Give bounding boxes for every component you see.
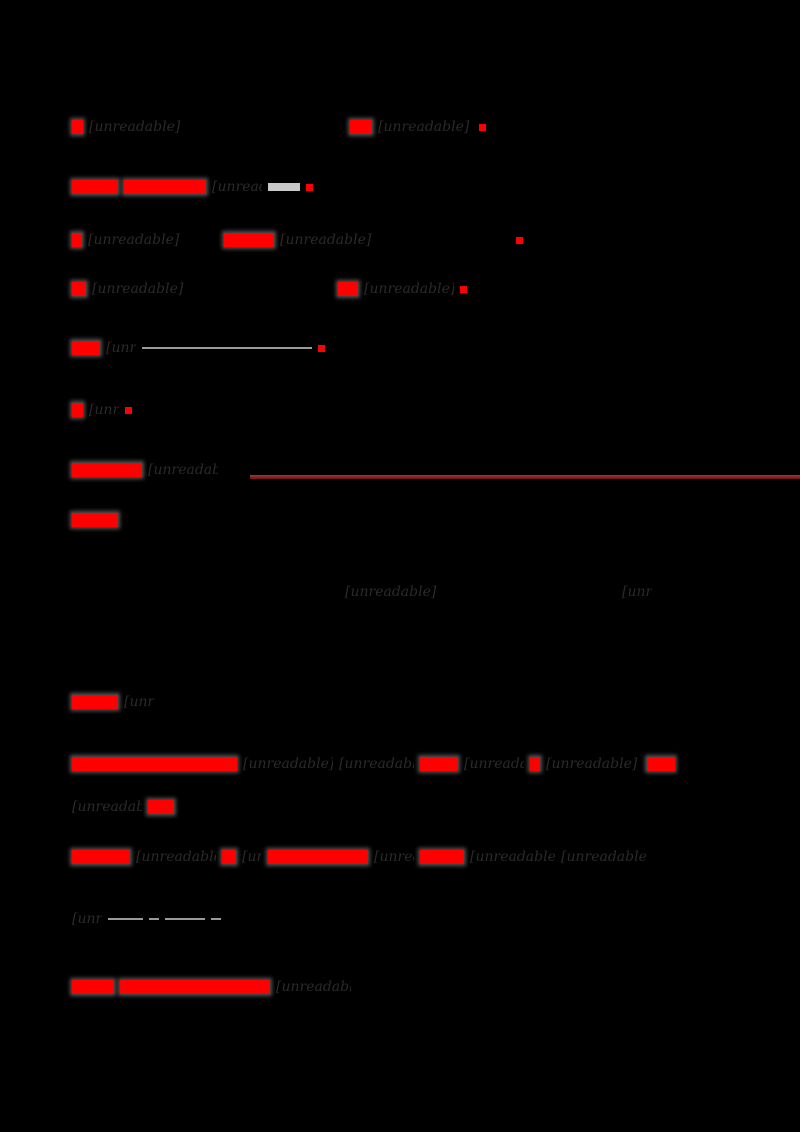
period-mark bbox=[318, 344, 325, 352]
formula: [unreadable] bbox=[92, 281, 184, 297]
line-11: [unreadable] [unreadable] [unreadable] [… bbox=[72, 752, 675, 776]
line-14: [unreadable] bbox=[72, 907, 221, 931]
highlight-label: [unreadable] bbox=[72, 120, 83, 134]
formula: [unreadable] bbox=[276, 979, 351, 995]
highlight-label: [unreadable] bbox=[72, 463, 142, 477]
fraction-bar bbox=[211, 918, 221, 920]
line-5: [unreadable] [unreadable] bbox=[72, 336, 325, 360]
formula: [unreadable] bbox=[72, 911, 102, 927]
highlight-label: [unreadable] bbox=[72, 403, 83, 417]
highlight-label: [unreadable] bbox=[72, 180, 118, 194]
formula-fragment bbox=[268, 183, 300, 191]
formula: [unreadable] bbox=[464, 756, 524, 772]
highlight-label: [unreadable] bbox=[72, 233, 82, 247]
line-13: [unreadable] [unreadable] [unreadable] [… bbox=[72, 845, 646, 869]
line-4: [unreadable] [unreadable] [unreadable] [… bbox=[72, 277, 467, 301]
formula: [unreadable] bbox=[88, 232, 180, 248]
formula: [unreadable] bbox=[72, 799, 142, 815]
display-formula: [unreadable] bbox=[622, 584, 652, 600]
formula: [unreadable] bbox=[364, 281, 454, 297]
highlight-label: [unreadable] bbox=[72, 513, 118, 527]
formula: [unreadable] bbox=[339, 756, 414, 772]
line-1: [unreadable] [unreadable] [unreadable] [… bbox=[72, 115, 486, 139]
fraction-bar bbox=[142, 347, 312, 349]
highlight-label: [unreadable] bbox=[124, 180, 206, 194]
formula: [unreadable] bbox=[242, 849, 262, 865]
highlight-label: [unreadable] bbox=[530, 757, 540, 771]
highlight-label: [unreadable] bbox=[72, 341, 100, 355]
highlight-label: [unreadable] bbox=[224, 233, 274, 247]
highlight-label: [unreadable] bbox=[120, 980, 270, 994]
line-10: [unreadable] [unreadable] bbox=[72, 690, 154, 714]
highlight-label: [unreadable] bbox=[222, 850, 236, 864]
highlight-label: [unreadable] bbox=[420, 757, 458, 771]
highlight-label: [unreadable] bbox=[647, 757, 675, 771]
highlight-label: [unreadable] bbox=[72, 757, 237, 771]
highlight-label: [unreadable] bbox=[420, 850, 464, 864]
fraction-bar bbox=[149, 918, 159, 920]
display-formula: [unreadable] bbox=[345, 584, 437, 600]
highlight-label: [unreadable] bbox=[72, 695, 118, 709]
formula: [unreadable] bbox=[378, 119, 470, 135]
line-8: [unreadable] bbox=[72, 508, 118, 532]
fraction-bar bbox=[108, 918, 143, 920]
highlight-label: [unreadable] bbox=[72, 282, 86, 296]
formula: [unreadable] bbox=[470, 849, 555, 865]
highlight-label: [unreadable] bbox=[72, 980, 114, 994]
fraction-bar bbox=[165, 918, 205, 920]
answer-blank-underline bbox=[250, 475, 800, 479]
highlight-label: [unreadable] bbox=[72, 850, 130, 864]
formula: [unreadable] bbox=[136, 849, 216, 865]
period-mark bbox=[460, 285, 467, 293]
period-mark bbox=[306, 183, 313, 191]
line-12: [unreadable] [unreadable] bbox=[72, 795, 174, 819]
highlight-label: [unreadable] bbox=[268, 850, 368, 864]
formula: [unreadable] bbox=[561, 849, 646, 865]
formula: [unreadable] bbox=[546, 756, 638, 772]
highlight-label: [unreadable] bbox=[148, 800, 174, 814]
formula: [unreadable] bbox=[212, 179, 262, 195]
period-mark bbox=[479, 123, 486, 131]
line-15: [unreadable] [unreadable] [unreadable] bbox=[72, 975, 351, 999]
period-mark bbox=[516, 236, 523, 244]
line-2: [unreadable] [unreadable] [unreadable] bbox=[72, 175, 313, 199]
period-mark bbox=[125, 406, 132, 414]
highlight-label: [unreadable] bbox=[350, 120, 372, 134]
formula: [unreadable] bbox=[106, 340, 136, 356]
formula: [unreadable] bbox=[89, 119, 181, 135]
formula: [unreadable] bbox=[243, 756, 333, 772]
formula: [unreadable] bbox=[124, 694, 154, 710]
line-6: [unreadable] [unreadable] bbox=[72, 398, 132, 422]
formula: [unreadable] bbox=[89, 402, 119, 418]
line-9: [unreadable] [unreadable] bbox=[345, 580, 652, 604]
formula: [unreadable] bbox=[374, 849, 414, 865]
line-7: [unreadable] [unreadable] bbox=[72, 458, 218, 482]
formula: [unreadable] bbox=[148, 462, 218, 478]
line-3: [unreadable] [unreadable] [unreadable] [… bbox=[72, 228, 523, 252]
formula: [unreadable] bbox=[280, 232, 372, 248]
highlight-label: [unreadable] bbox=[338, 282, 358, 296]
